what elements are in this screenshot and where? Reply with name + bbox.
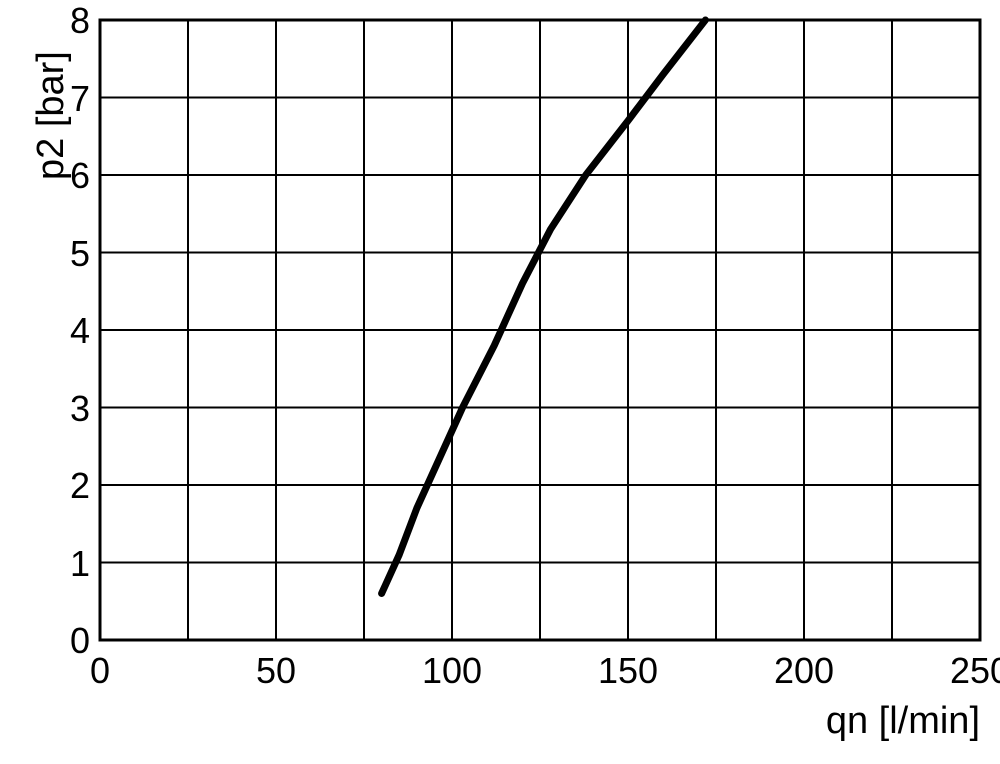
- x-tick-label: 250: [930, 650, 1000, 692]
- y-tick-label: 5: [40, 233, 90, 275]
- y-tick-label: 4: [40, 310, 90, 352]
- x-tick-label: 50: [226, 650, 326, 692]
- y-tick-label: 3: [40, 388, 90, 430]
- y-tick-label: 1: [40, 543, 90, 585]
- x-tick-label: 200: [754, 650, 854, 692]
- pressure-flow-chart: p2 [bar] qn [l/min] 05010015020025001234…: [0, 0, 1000, 764]
- x-tick-label: 150: [578, 650, 678, 692]
- y-tick-label: 7: [40, 78, 90, 120]
- x-axis-label: qn [l/min]: [826, 700, 980, 743]
- y-tick-label: 6: [40, 155, 90, 197]
- y-tick-label: 8: [40, 0, 90, 42]
- y-tick-label: 2: [40, 465, 90, 507]
- x-tick-label: 100: [402, 650, 502, 692]
- y-tick-label: 0: [40, 620, 90, 662]
